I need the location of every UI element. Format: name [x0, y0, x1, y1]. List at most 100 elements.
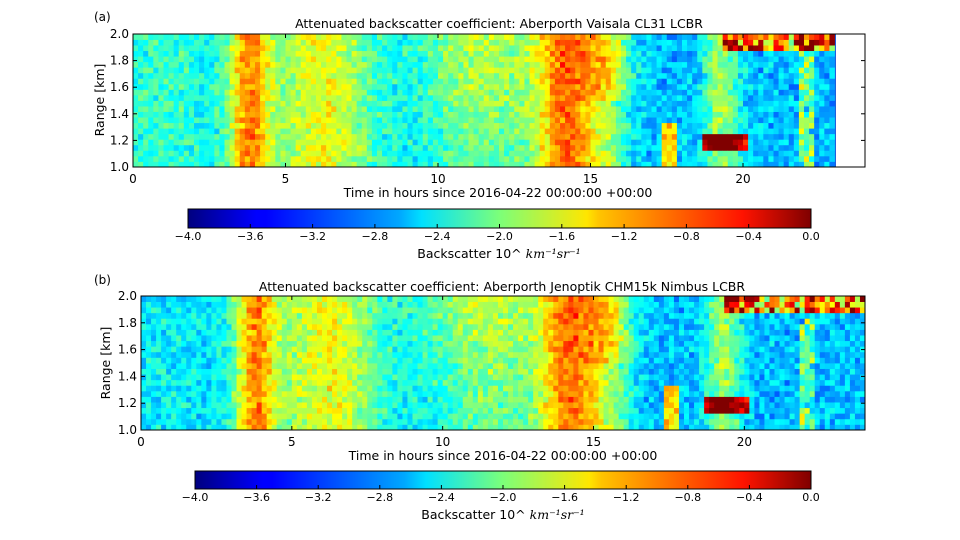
heatmap-cell: [442, 340, 449, 347]
heatmap-cell: [763, 50, 769, 57]
heatmap-cell: [529, 100, 535, 107]
heatmap-cell: [560, 94, 566, 101]
heatmap-cell: [327, 424, 333, 430]
heatmap-cell: [468, 122, 474, 129]
heatmap-cell: [236, 301, 242, 308]
heatmap-cell: [646, 139, 652, 146]
heatmap-cell: [260, 117, 266, 124]
heatmap-cell: [732, 61, 739, 68]
heatmap-cell: [156, 301, 162, 308]
heatmap-cell: [347, 351, 353, 358]
heatmap-cell: [697, 34, 703, 40]
heatmap-cell: [402, 111, 408, 118]
heatmap-cell: [554, 133, 561, 140]
heatmap-plot: [133, 34, 865, 167]
heatmap-cell: [300, 139, 307, 146]
heatmap-cell: [224, 106, 230, 112]
heatmap-cell: [186, 418, 192, 425]
heatmap-cell: [332, 396, 338, 403]
heatmap-cell: [316, 133, 322, 140]
heatmap-cell: [188, 83, 195, 90]
heatmap-cell: [229, 50, 236, 57]
heatmap-cell: [707, 78, 713, 85]
heatmap-cell: [702, 139, 708, 146]
heatmap-cell: [748, 83, 754, 90]
heatmap-cell: [737, 94, 744, 101]
heatmap-cell: [514, 106, 520, 112]
heatmap-cell: [173, 72, 180, 79]
heatmap-cell: [427, 396, 434, 403]
heatmap-cell: [483, 34, 490, 40]
heatmap-cell: [241, 318, 247, 325]
heatmap-cell: [621, 117, 627, 124]
heatmap-cell: [600, 78, 607, 85]
heatmap-cell: [463, 83, 469, 90]
heatmap-cell: [438, 150, 444, 157]
heatmap-cell: [392, 133, 398, 140]
heatmap-cell: [300, 161, 307, 167]
heatmap-cell: [473, 122, 480, 129]
heatmap-cell: [783, 117, 790, 124]
heatmap-cell: [442, 346, 449, 353]
heatmap-cell: [371, 56, 378, 63]
heatmap-cell: [488, 150, 495, 157]
heatmap-cell: [216, 307, 222, 314]
heatmap-cell: [326, 56, 332, 63]
heatmap-cell: [773, 39, 779, 46]
heatmap-cell: [305, 144, 312, 151]
heatmap-cell: [295, 72, 302, 79]
heatmap-cell: [585, 106, 591, 112]
heatmap-cell: [204, 89, 210, 96]
heatmap-cell: [819, 155, 825, 162]
heatmap-cell: [829, 78, 835, 85]
heatmap-cell: [178, 128, 185, 135]
heatmap-cell: [270, 150, 276, 157]
heatmap-cell: [488, 94, 495, 101]
heatmap-cell: [256, 329, 263, 336]
heatmap-cell: [331, 61, 337, 68]
heatmap-cell: [261, 329, 268, 336]
heatmap-cell: [211, 340, 217, 347]
heatmap-cell: [453, 34, 459, 40]
heatmap-cell: [819, 56, 825, 63]
heatmap-cell: [417, 78, 424, 85]
heatmap-cell: [763, 150, 769, 157]
heatmap-cell: [626, 39, 632, 46]
heatmap-cell: [361, 150, 368, 157]
heatmap-cell: [251, 379, 258, 386]
heatmap-cell: [397, 39, 403, 46]
heatmap-cell: [447, 396, 454, 403]
heatmap-cell: [814, 100, 820, 107]
heatmap-cell: [458, 34, 464, 40]
heatmap-cell: [457, 296, 464, 302]
heatmap-cell: [417, 161, 424, 167]
heatmap-cell: [346, 139, 352, 146]
heatmap-cell: [437, 396, 444, 403]
heatmap-cell: [214, 56, 220, 63]
heatmap-cell: [631, 106, 637, 112]
heatmap-cell: [327, 413, 333, 420]
heatmap-cell: [347, 329, 353, 336]
heatmap-cell: [211, 318, 217, 325]
heatmap-cell: [814, 111, 820, 118]
heatmap-cell: [367, 312, 373, 319]
heatmap-cell: [773, 78, 779, 85]
heatmap-cell: [266, 385, 273, 392]
heatmap-cell: [204, 61, 210, 68]
heatmap-cell: [191, 329, 197, 336]
heatmap-cell: [600, 106, 607, 112]
heatmap-cell: [204, 34, 210, 40]
heatmap-cell: [692, 117, 698, 124]
heatmap-cell: [432, 161, 439, 167]
heatmap-cell: [442, 296, 449, 302]
heatmap-cell: [463, 139, 469, 146]
heatmap-cell: [473, 39, 480, 46]
heatmap-cell: [251, 335, 258, 342]
heatmap-cell: [468, 128, 474, 135]
heatmap-cell: [467, 374, 474, 381]
no-data-region: [836, 34, 865, 167]
heatmap-cell: [357, 346, 363, 353]
heatmap-cell: [216, 413, 222, 420]
heatmap-cell: [712, 78, 718, 85]
heatmap-cell: [377, 144, 383, 151]
